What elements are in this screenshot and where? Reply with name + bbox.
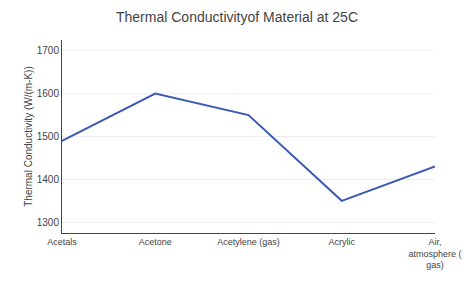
svg-text:1700: 1700: [37, 45, 60, 56]
svg-text:1600: 1600: [37, 88, 60, 99]
svg-text:Thermal Conductivityof Materia: Thermal Conductivityof Material at 25C: [116, 9, 358, 25]
svg-text:Acetals: Acetals: [47, 237, 77, 247]
svg-text:1400: 1400: [37, 174, 60, 185]
svg-text:1300: 1300: [37, 217, 60, 228]
svg-text:Thermal Conductivity (W/(m-K)): Thermal Conductivity (W/(m-K)): [23, 66, 34, 207]
svg-text:Acetone: Acetone: [139, 237, 172, 247]
svg-text:Acetylene (gas): Acetylene (gas): [217, 237, 280, 247]
svg-text:Air,atmosphere (gas): Air,atmosphere (gas): [408, 237, 461, 270]
svg-text:1500: 1500: [37, 131, 60, 142]
svg-text:Acrylic: Acrylic: [329, 237, 356, 247]
